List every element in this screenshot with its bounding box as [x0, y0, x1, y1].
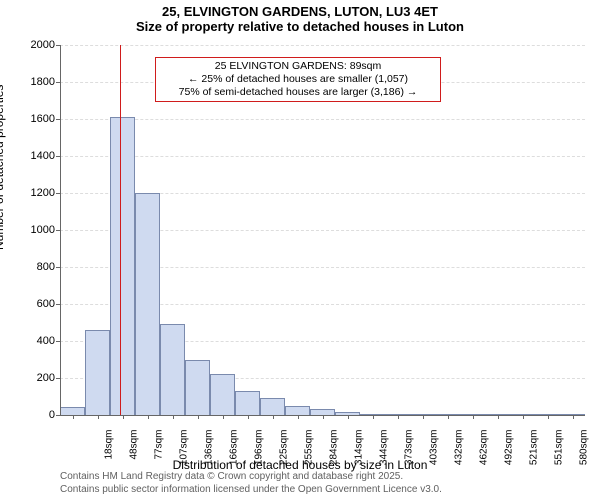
x-tick-mark	[423, 415, 424, 419]
annotation-box: 25 ELVINGTON GARDENS: 89sqm← 25% of deta…	[155, 57, 441, 102]
title-line1: 25, ELVINGTON GARDENS, LUTON, LU3 4ET	[0, 4, 600, 19]
x-tick-mark	[573, 415, 574, 419]
y-tick-label: 400	[5, 335, 55, 347]
plot-area: 25 ELVINGTON GARDENS: 89sqm← 25% of deta…	[60, 45, 585, 415]
y-tick-label: 200	[5, 372, 55, 384]
gridline	[60, 45, 585, 46]
x-tick-mark	[123, 415, 124, 419]
credits-line2: Contains public sector information licen…	[60, 484, 442, 497]
x-tick-mark	[498, 415, 499, 419]
property-marker-line	[120, 45, 121, 415]
histogram-bar	[60, 407, 85, 415]
credits: Contains HM Land Registry data © Crown c…	[60, 471, 442, 496]
y-tick-label: 1000	[5, 224, 55, 236]
x-tick-mark	[548, 415, 549, 419]
x-tick-mark	[373, 415, 374, 419]
histogram-bar	[260, 398, 285, 415]
x-tick-mark	[248, 415, 249, 419]
histogram-bar	[135, 193, 160, 415]
x-tick-mark	[273, 415, 274, 419]
y-tick-mark	[56, 378, 60, 379]
x-tick-mark	[448, 415, 449, 419]
histogram-bar	[110, 117, 135, 415]
y-tick-mark	[56, 230, 60, 231]
histogram-bar	[160, 324, 185, 415]
histogram-bar	[85, 330, 110, 415]
annotation-line: ← 25% of detached houses are smaller (1,…	[162, 73, 434, 86]
x-tick-mark	[173, 415, 174, 419]
histogram-bar	[210, 374, 235, 415]
y-tick-label: 1400	[5, 150, 55, 162]
y-tick-mark	[56, 119, 60, 120]
y-tick-label: 600	[5, 298, 55, 310]
x-tick-mark	[223, 415, 224, 419]
x-tick-mark	[73, 415, 74, 419]
chart-title: 25, ELVINGTON GARDENS, LUTON, LU3 4ET Si…	[0, 4, 600, 34]
gridline	[60, 119, 585, 120]
y-tick-mark	[56, 193, 60, 194]
annotation-line: 25 ELVINGTON GARDENS: 89sqm	[162, 60, 434, 73]
y-tick-label: 1600	[5, 113, 55, 125]
y-tick-label: 0	[5, 409, 55, 421]
x-tick-mark	[198, 415, 199, 419]
y-tick-mark	[56, 82, 60, 83]
y-tick-label: 1200	[5, 187, 55, 199]
chart-container: 25, ELVINGTON GARDENS, LUTON, LU3 4ET Si…	[0, 0, 600, 500]
x-axis-label: Distribution of detached houses by size …	[0, 458, 600, 472]
x-tick-mark	[298, 415, 299, 419]
y-tick-mark	[56, 267, 60, 268]
credits-line1: Contains HM Land Registry data © Crown c…	[60, 471, 442, 484]
y-tick-mark	[56, 304, 60, 305]
annotation-line: 75% of semi-detached houses are larger (…	[162, 86, 434, 99]
gridline	[60, 156, 585, 157]
y-tick-mark	[56, 156, 60, 157]
y-tick-mark	[56, 415, 60, 416]
y-tick-label: 2000	[5, 39, 55, 51]
y-tick-label: 800	[5, 261, 55, 273]
y-tick-label: 1800	[5, 76, 55, 88]
histogram-bar	[235, 391, 260, 415]
x-tick-mark	[323, 415, 324, 419]
x-tick-mark	[348, 415, 349, 419]
x-tick-mark	[523, 415, 524, 419]
y-tick-mark	[56, 341, 60, 342]
x-tick-mark	[398, 415, 399, 419]
x-tick-mark	[98, 415, 99, 419]
histogram-bar	[185, 360, 210, 416]
x-tick-mark	[148, 415, 149, 419]
histogram-bar	[285, 406, 310, 415]
x-tick-mark	[473, 415, 474, 419]
title-line2: Size of property relative to detached ho…	[0, 19, 600, 34]
y-tick-mark	[56, 45, 60, 46]
y-axis-line	[60, 45, 61, 415]
